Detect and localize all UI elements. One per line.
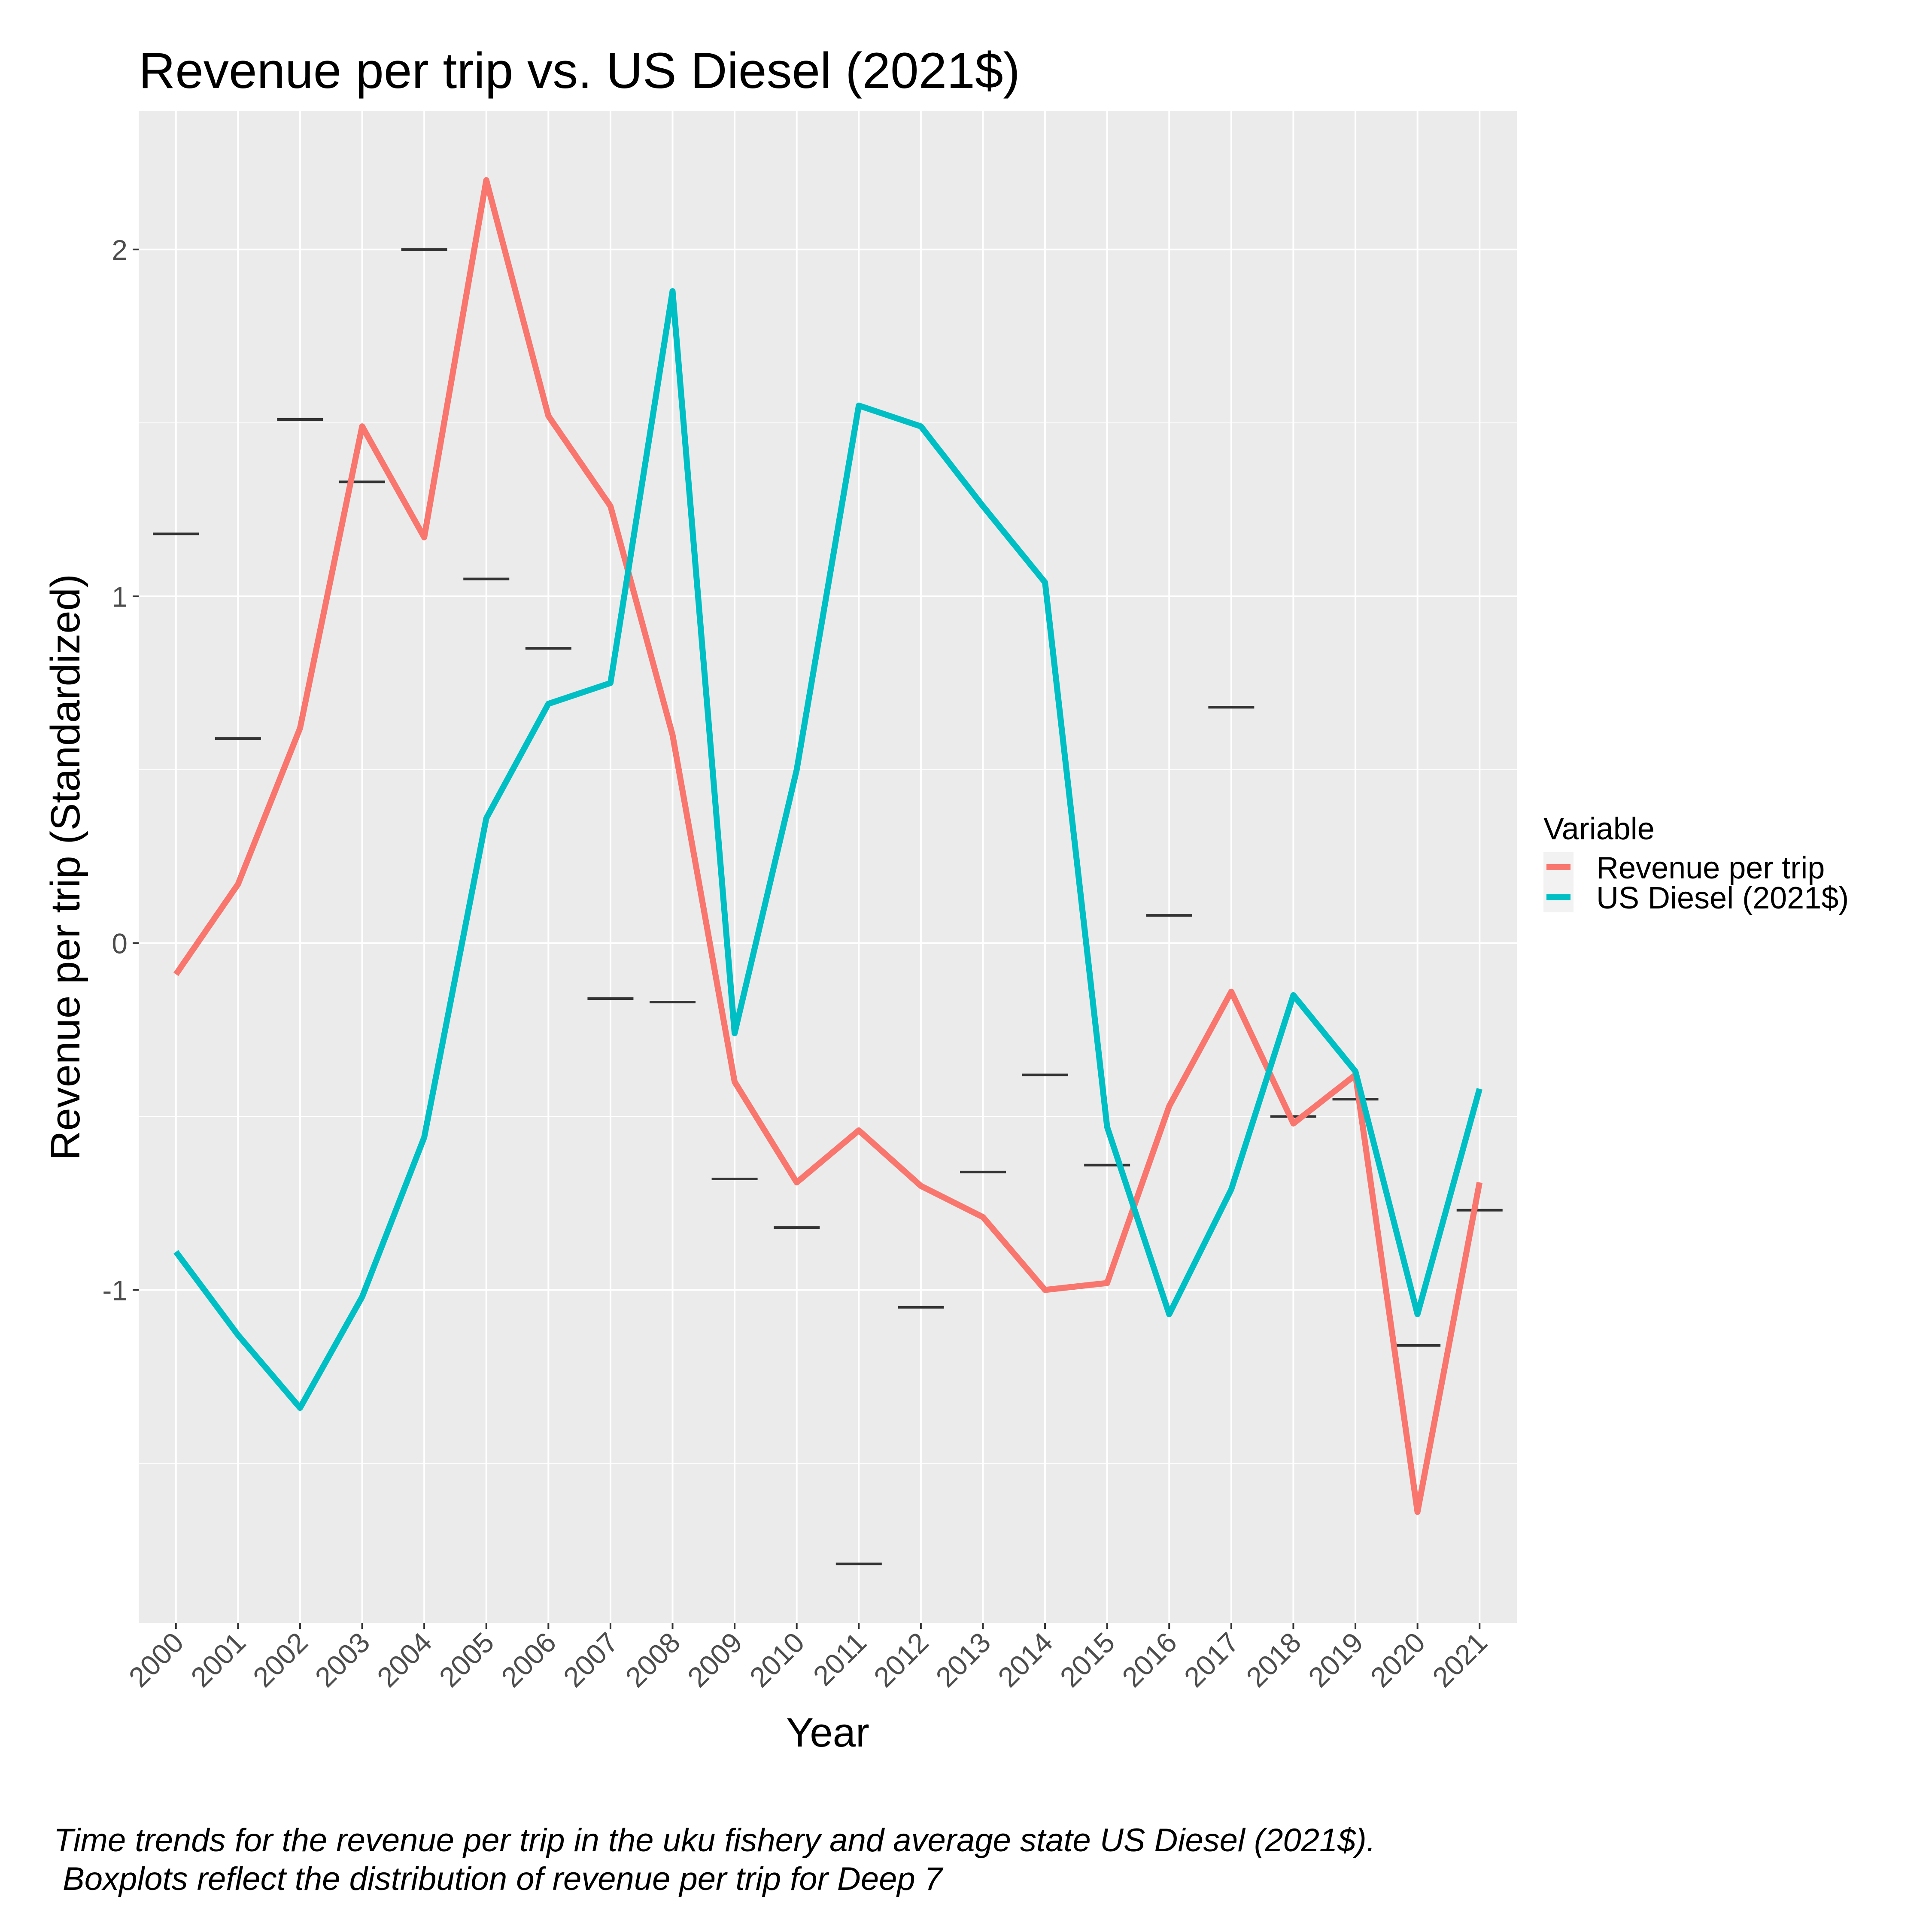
caption-line-1: Time trends for the revenue per trip in … (54, 1822, 1376, 1859)
series-lines (173, 177, 1483, 1515)
x-tick-label: 2015 (1054, 1626, 1121, 1693)
x-tick-label: 2019 (1302, 1626, 1369, 1693)
y-axis: -1 0 1 2 (102, 234, 139, 1306)
x-tick-label: 2002 (247, 1626, 314, 1693)
x-tick-label: 2003 (309, 1626, 376, 1693)
caption: Time trends for the revenue per trip in … (54, 1822, 1376, 1897)
legend-title: Variable (1543, 812, 1655, 846)
x-tick-label: 2000 (123, 1626, 190, 1693)
x-tick-label: 2021 (1426, 1626, 1493, 1693)
x-tick-label: 2011 (807, 1626, 873, 1692)
x-axis-title: Year (786, 1710, 869, 1756)
plot-panel (139, 111, 1517, 1623)
y-axis-title: Revenue per trip (Standardized) (43, 574, 88, 1160)
x-axis: 2000200120022003200420052006200720082009… (123, 1623, 1493, 1693)
x-tick-label: 2008 (619, 1626, 686, 1693)
y-tick-label: 0 (112, 928, 128, 960)
chart-title: Revenue per trip vs. US Diesel (2021$) (139, 43, 1020, 99)
grid-major (139, 111, 1517, 1623)
x-tick-label: 2009 (681, 1626, 748, 1693)
legend-label-revenue-per-trip: Revenue per trip (1596, 851, 1825, 885)
x-tick-label: 2020 (1364, 1626, 1431, 1693)
series-line-revenue-per-trip (173, 177, 1483, 1515)
x-tick-label: 2004 (371, 1626, 438, 1693)
legend-label-us-diesel: US Diesel (2021$) (1596, 881, 1849, 915)
x-tick-label: 2006 (495, 1626, 562, 1693)
x-tick-label: 2001 (185, 1626, 252, 1693)
caption-line-2: Boxplots reflect the distribution of rev… (54, 1861, 944, 1897)
boxplot-medians (153, 248, 1503, 1565)
x-tick-label: 2010 (743, 1626, 810, 1693)
x-tick-label: 2016 (1116, 1626, 1183, 1693)
x-tick-label: 2017 (1178, 1626, 1245, 1693)
x-tick-label: 2014 (992, 1626, 1059, 1693)
legend: Variable Revenue per trip US Diesel (202… (1543, 812, 1849, 915)
y-tick-label: 1 (112, 581, 128, 613)
y-tick-label: 2 (112, 234, 128, 266)
x-tick-label: 2018 (1240, 1626, 1307, 1693)
x-tick-label: 2012 (868, 1626, 935, 1693)
x-tick-label: 2007 (557, 1626, 624, 1693)
series-line-us-diesel (173, 288, 1482, 1411)
x-tick-label: 2013 (930, 1626, 996, 1693)
x-tick-label: 2005 (433, 1626, 500, 1693)
y-tick-label: -1 (102, 1275, 128, 1306)
